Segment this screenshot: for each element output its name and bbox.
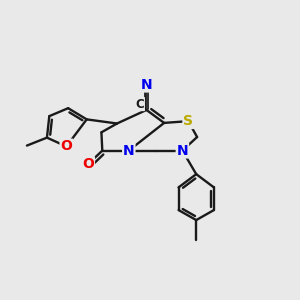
Text: O: O xyxy=(82,157,94,171)
Text: N: N xyxy=(123,144,135,158)
Text: N: N xyxy=(177,144,188,158)
Text: C: C xyxy=(136,98,144,111)
Text: N: N xyxy=(141,78,152,92)
Text: S: S xyxy=(183,114,193,128)
Text: O: O xyxy=(60,140,72,154)
